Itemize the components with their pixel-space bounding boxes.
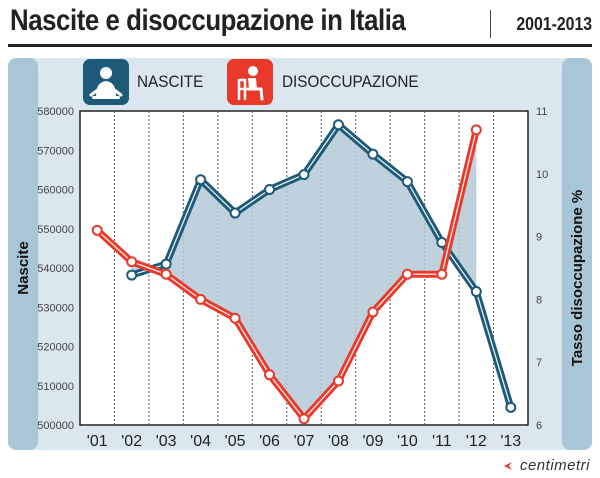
x-tick-label: '09 [362,433,383,450]
unemployment-point [229,312,241,324]
unemployment-point [367,306,379,318]
y-tick-label: 510000 [37,381,74,393]
unemployment-point [470,124,482,136]
left-axis-panel [8,58,38,450]
legend-births-label: NASCITE [137,72,204,91]
y2-tick-label: 8 [536,294,542,306]
x-tick-label: '02 [121,433,142,450]
y-tick-label: 520000 [37,342,74,354]
births-point [505,401,517,413]
x-tick-label: '11 [432,433,452,450]
y2-tick-label: 10 [536,169,548,181]
unemployment-point [401,268,413,280]
y-tick-label: 540000 [37,263,74,275]
births-point [195,174,207,186]
header-separator [490,10,491,38]
births-point [160,258,172,270]
x-tick-label: '12 [466,433,487,450]
births-point [229,207,241,219]
unemployment-point [264,369,276,381]
births-point [264,184,276,195]
y2-tick-label: 7 [536,357,542,369]
x-tick-label: '01 [87,433,108,450]
x-tick-label: '13 [500,433,521,450]
births-point [332,119,344,131]
y-tick-label: 570000 [37,145,74,157]
y-tick-label: 550000 [37,224,74,236]
unemployment-point [126,256,138,268]
baby-icon [83,59,129,105]
brand-logo-icon [504,462,512,470]
x-tick-label: '05 [225,433,246,450]
right-axis-panel [562,58,592,450]
y-tick-label: 580000 [37,106,74,118]
y2-tick-label: 11 [536,106,547,118]
unemployment-point [298,413,310,425]
y2-tick-label: 6 [536,420,542,432]
births-point [298,169,310,181]
unemployment-point [160,268,172,280]
births-point [401,176,413,188]
legend-unemployment-label: DISOCCUPAZIONE [282,72,419,91]
y2-axis-title: Tasso disoccupazione % [569,190,586,366]
y-tick-label: 530000 [37,302,74,314]
x-tick-label: '10 [397,433,418,450]
unemployment-line-highlight [96,129,477,420]
y-tick-label: 560000 [37,185,74,197]
header-rule [8,44,592,47]
x-tick-label: '04 [190,433,211,450]
chart-subtitle-years: 2001-2013 [516,14,592,34]
y-tick-label: 500000 [37,420,74,432]
births-point [126,269,138,281]
unemployment-point [436,268,448,280]
x-tick-label: '08 [328,433,349,450]
y-axis-title: Nascite [15,241,32,294]
unemployment-point [195,293,207,305]
seated-person-icon [227,59,273,105]
births-point [436,236,448,248]
births-point [367,148,379,160]
brand-logo-text: centimetri [519,457,590,474]
unemployment-point [91,224,103,236]
x-tick-label: '07 [294,433,315,450]
births-point [470,286,482,298]
unemployment-point [332,375,344,387]
x-tick-label: '06 [259,433,280,450]
x-tick-label: '03 [156,433,177,450]
y2-tick-label: 9 [536,232,542,244]
chart-title: Nascite e disoccupazione in Italia [10,4,406,37]
